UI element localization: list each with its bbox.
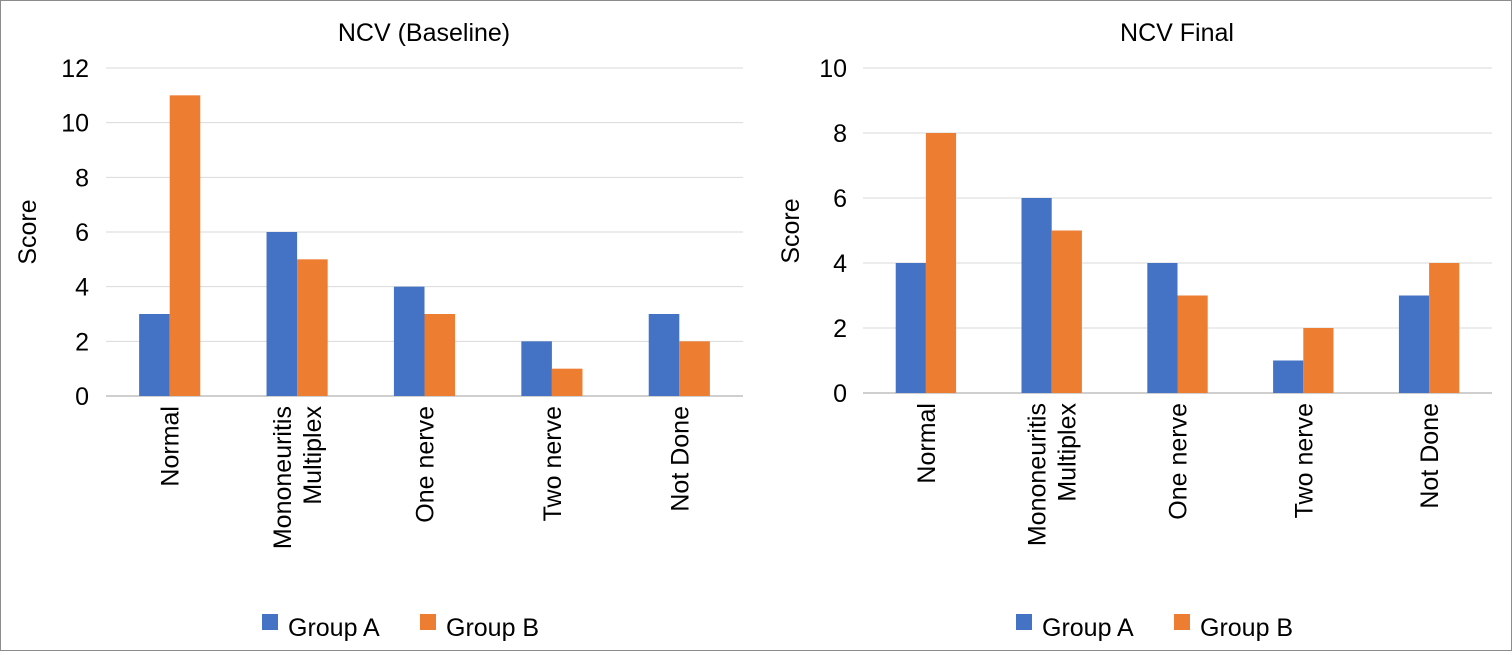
bar-group-b (679, 341, 710, 396)
y-tick-label: 4 (833, 250, 847, 278)
bar-group-a (1147, 263, 1178, 393)
y-tick-label: 0 (75, 383, 89, 411)
category-label: One nerve (412, 406, 440, 523)
y-tick-label: 10 (819, 55, 847, 83)
bar-group-b (551, 368, 583, 396)
bar-group-b (424, 314, 456, 396)
legend-swatch (1016, 614, 1032, 630)
bar-group-b (925, 133, 957, 393)
y-tick-label: 6 (833, 185, 847, 213)
category-label: One nerve (1165, 403, 1193, 520)
legend-label: Group A (1042, 614, 1134, 642)
y-tick-label: 2 (75, 328, 89, 356)
bar-group-a (648, 314, 680, 396)
bar-group-b (169, 95, 201, 396)
bar-group-a (1021, 198, 1052, 393)
legend-swatch (262, 614, 278, 630)
y-tick-label: 2 (833, 315, 847, 343)
legend-swatch (420, 614, 436, 630)
bar-group-b (1303, 328, 1334, 393)
bar-group-a (895, 263, 926, 393)
bar-group-b (1177, 295, 1208, 393)
y-tick-label: 6 (75, 219, 89, 247)
chart-title: NCV Final (1120, 19, 1234, 47)
y-tick-label: 12 (61, 55, 89, 83)
category-label: Mononeuritis (1024, 403, 1052, 546)
bar-group-b (297, 259, 328, 396)
category-label: Two nerve (539, 406, 567, 521)
y-axis-label: Score (777, 198, 805, 263)
bar-group-b (1429, 263, 1460, 393)
legend-label: Group B (1200, 614, 1293, 642)
y-tick-label: 0 (833, 380, 847, 408)
category-label: Not Done (666, 406, 694, 512)
y-tick-label: 8 (75, 164, 89, 192)
category-label: Normal (157, 406, 185, 487)
bar-group-a (139, 314, 170, 396)
y-tick-label: 4 (75, 274, 89, 302)
chart-2: NCV Final 0 2 4 6 8 10 Score Normal Mononeuritis M… (777, 19, 1492, 642)
chart-title: NCV (Baseline) (338, 19, 510, 47)
y-tick-label: 10 (61, 110, 89, 138)
chart-1: NCV (Baseline) 0 2 4 6 8 10 12 Score Normal Monone… (14, 19, 743, 642)
bar-group-a (1398, 295, 1430, 393)
legend-swatch (1174, 614, 1190, 630)
category-label: Two nerve (1290, 403, 1318, 518)
bar-group-a (266, 232, 298, 396)
y-tick-label: 8 (833, 120, 847, 148)
legend-label: Group B (446, 614, 539, 642)
bar-group-a (1273, 360, 1304, 393)
category-label: Multiplex (299, 406, 327, 505)
category-label: Not Done (1416, 403, 1444, 509)
bar-group-a (393, 286, 425, 396)
legend-label: Group A (288, 614, 380, 642)
category-label: Multiplex (1054, 403, 1082, 502)
bar-group-a (521, 341, 552, 396)
bar-group-b (1051, 230, 1082, 393)
category-label: Normal (913, 403, 941, 484)
category-label: Mononeuritis (269, 406, 297, 549)
y-axis-label: Score (14, 199, 42, 264)
